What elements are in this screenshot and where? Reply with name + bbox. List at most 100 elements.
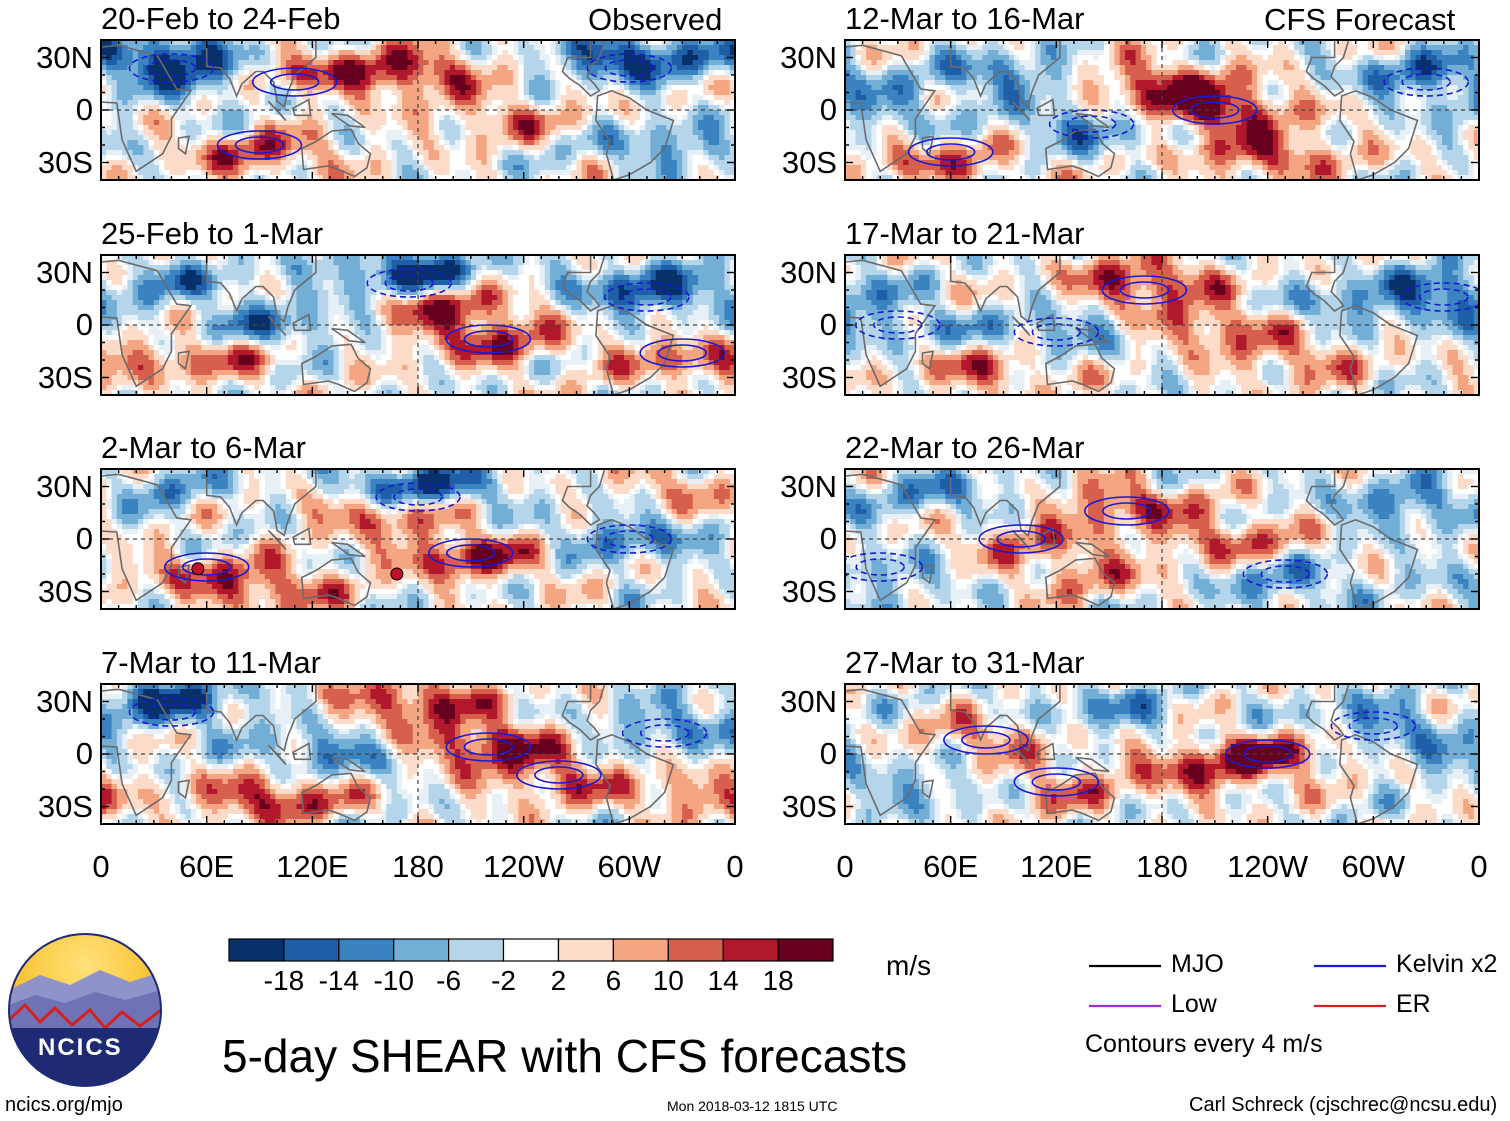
timestamp: Mon 2018-03-12 1815 UTC	[667, 1099, 837, 1113]
colorbar-bin	[448, 938, 505, 962]
coastline	[1044, 128, 1116, 178]
axis-ticks	[844, 254, 1480, 396]
legend-label: Kelvin x2	[1396, 952, 1497, 977]
coastline	[1339, 733, 1419, 824]
shear-field	[845, 40, 1479, 180]
ncics-logo[interactable]	[8, 933, 162, 1087]
colorbar-bin	[722, 938, 779, 962]
kelvin-contour	[657, 344, 708, 362]
axis-ticks	[100, 39, 736, 181]
lon-tick-label: 60E	[147, 851, 267, 882]
colorbar	[228, 938, 834, 962]
axis-ticks	[844, 683, 1480, 825]
kelvin-contour	[1013, 767, 1100, 797]
coastline	[845, 259, 937, 388]
coastline	[1011, 315, 1031, 337]
kelvin-contour	[1102, 502, 1152, 520]
map-panel	[844, 468, 1480, 610]
lat-tick-label: 30N	[767, 686, 837, 717]
coastline	[1339, 304, 1419, 395]
lat-tick-label: 0	[23, 94, 93, 125]
coastline	[1305, 469, 1350, 527]
author-credit[interactable]: Carl Schreck (cjschrec@ncsu.edu)	[1189, 1095, 1497, 1115]
lat-tick-label: 30S	[767, 147, 837, 178]
shear-field	[845, 255, 1479, 395]
kelvin-contour	[534, 766, 584, 784]
kelvin-contour	[163, 552, 250, 582]
coastline	[921, 135, 935, 156]
lon-tick-label: 0	[41, 851, 161, 882]
kelvin-contour	[128, 697, 215, 727]
lat-tick-label: 30N	[23, 257, 93, 288]
coastline	[1011, 529, 1031, 551]
kelvin-contour	[1013, 317, 1100, 347]
coastline	[1075, 112, 1110, 129]
coastline	[1305, 40, 1350, 98]
panel-title: 7-Mar to 11-Mar	[101, 647, 321, 678]
coastline	[331, 327, 366, 344]
colorbar-bin	[393, 938, 450, 962]
lat-tick-label: 30S	[23, 362, 93, 393]
lat-tick-label: 30S	[23, 576, 93, 607]
kelvin-contour	[463, 738, 514, 756]
coastline	[845, 44, 937, 173]
map-panel	[100, 468, 736, 610]
lat-tick-label: 30S	[23, 791, 93, 822]
kelvin-contour	[925, 143, 976, 161]
coastline	[101, 688, 193, 817]
lat-tick-label: 30S	[767, 791, 837, 822]
coastline	[561, 255, 606, 313]
coastline	[101, 259, 193, 388]
coastline	[1044, 343, 1116, 393]
kelvin-contour	[181, 558, 232, 576]
lon-tick-label: 60W	[1313, 851, 1433, 882]
coastline	[292, 742, 312, 761]
map-panel	[844, 683, 1480, 825]
kelvin-contour	[961, 731, 1011, 749]
kelvin-contours	[163, 482, 673, 582]
kelvin-contour	[1383, 67, 1469, 97]
legend	[1089, 964, 1386, 1008]
axis-ticks	[844, 468, 1480, 610]
kelvin-contour	[445, 732, 532, 762]
lat-tick-label: 30S	[767, 362, 837, 393]
panel-title: 25-Feb to 1-Mar	[101, 218, 323, 249]
axis-ticks	[844, 39, 1480, 181]
coastline	[331, 541, 366, 558]
coastline	[177, 779, 191, 800]
panel-title: 2-Mar to 6-Mar	[101, 432, 306, 463]
colorbar-bin	[228, 938, 285, 962]
colorbar-tick-label: 18	[748, 967, 808, 995]
lon-tick-label: 120W	[464, 851, 584, 882]
figure-title: 5-day SHEAR with CFS forecasts	[222, 1033, 907, 1079]
map-panel	[100, 39, 736, 181]
lon-tick-label: 60E	[891, 851, 1011, 882]
coastlines	[101, 469, 675, 609]
kelvin-contour	[375, 482, 461, 512]
kelvin-contour	[269, 73, 320, 91]
map-panel	[844, 39, 1480, 181]
coastline	[331, 112, 366, 129]
colorbar-bin	[557, 938, 615, 962]
kelvin-contour	[234, 136, 285, 154]
kelvin-contour	[1242, 745, 1293, 763]
kelvin-contours	[128, 697, 708, 790]
coastline	[101, 44, 193, 173]
coastline	[1339, 518, 1419, 609]
coastline	[949, 255, 1061, 323]
lat-tick-label: 30N	[23, 42, 93, 73]
kelvin-contour	[639, 338, 726, 368]
kelvin-contour	[366, 268, 453, 298]
legend-label: Low	[1171, 992, 1217, 1017]
kelvin-contour	[1401, 73, 1451, 91]
lat-tick-label: 0	[767, 309, 837, 340]
colorbar-bin	[283, 938, 340, 962]
kelvin-contour	[1101, 275, 1188, 305]
kelvin-contour	[1419, 288, 1469, 306]
legend-label: ER	[1396, 992, 1431, 1017]
website-link[interactable]: ncics.org/mjo	[5, 1095, 123, 1115]
map-panel	[844, 254, 1480, 396]
kelvin-contour	[622, 288, 672, 306]
kelvin-contour	[604, 282, 690, 312]
coastline	[1036, 313, 1056, 332]
